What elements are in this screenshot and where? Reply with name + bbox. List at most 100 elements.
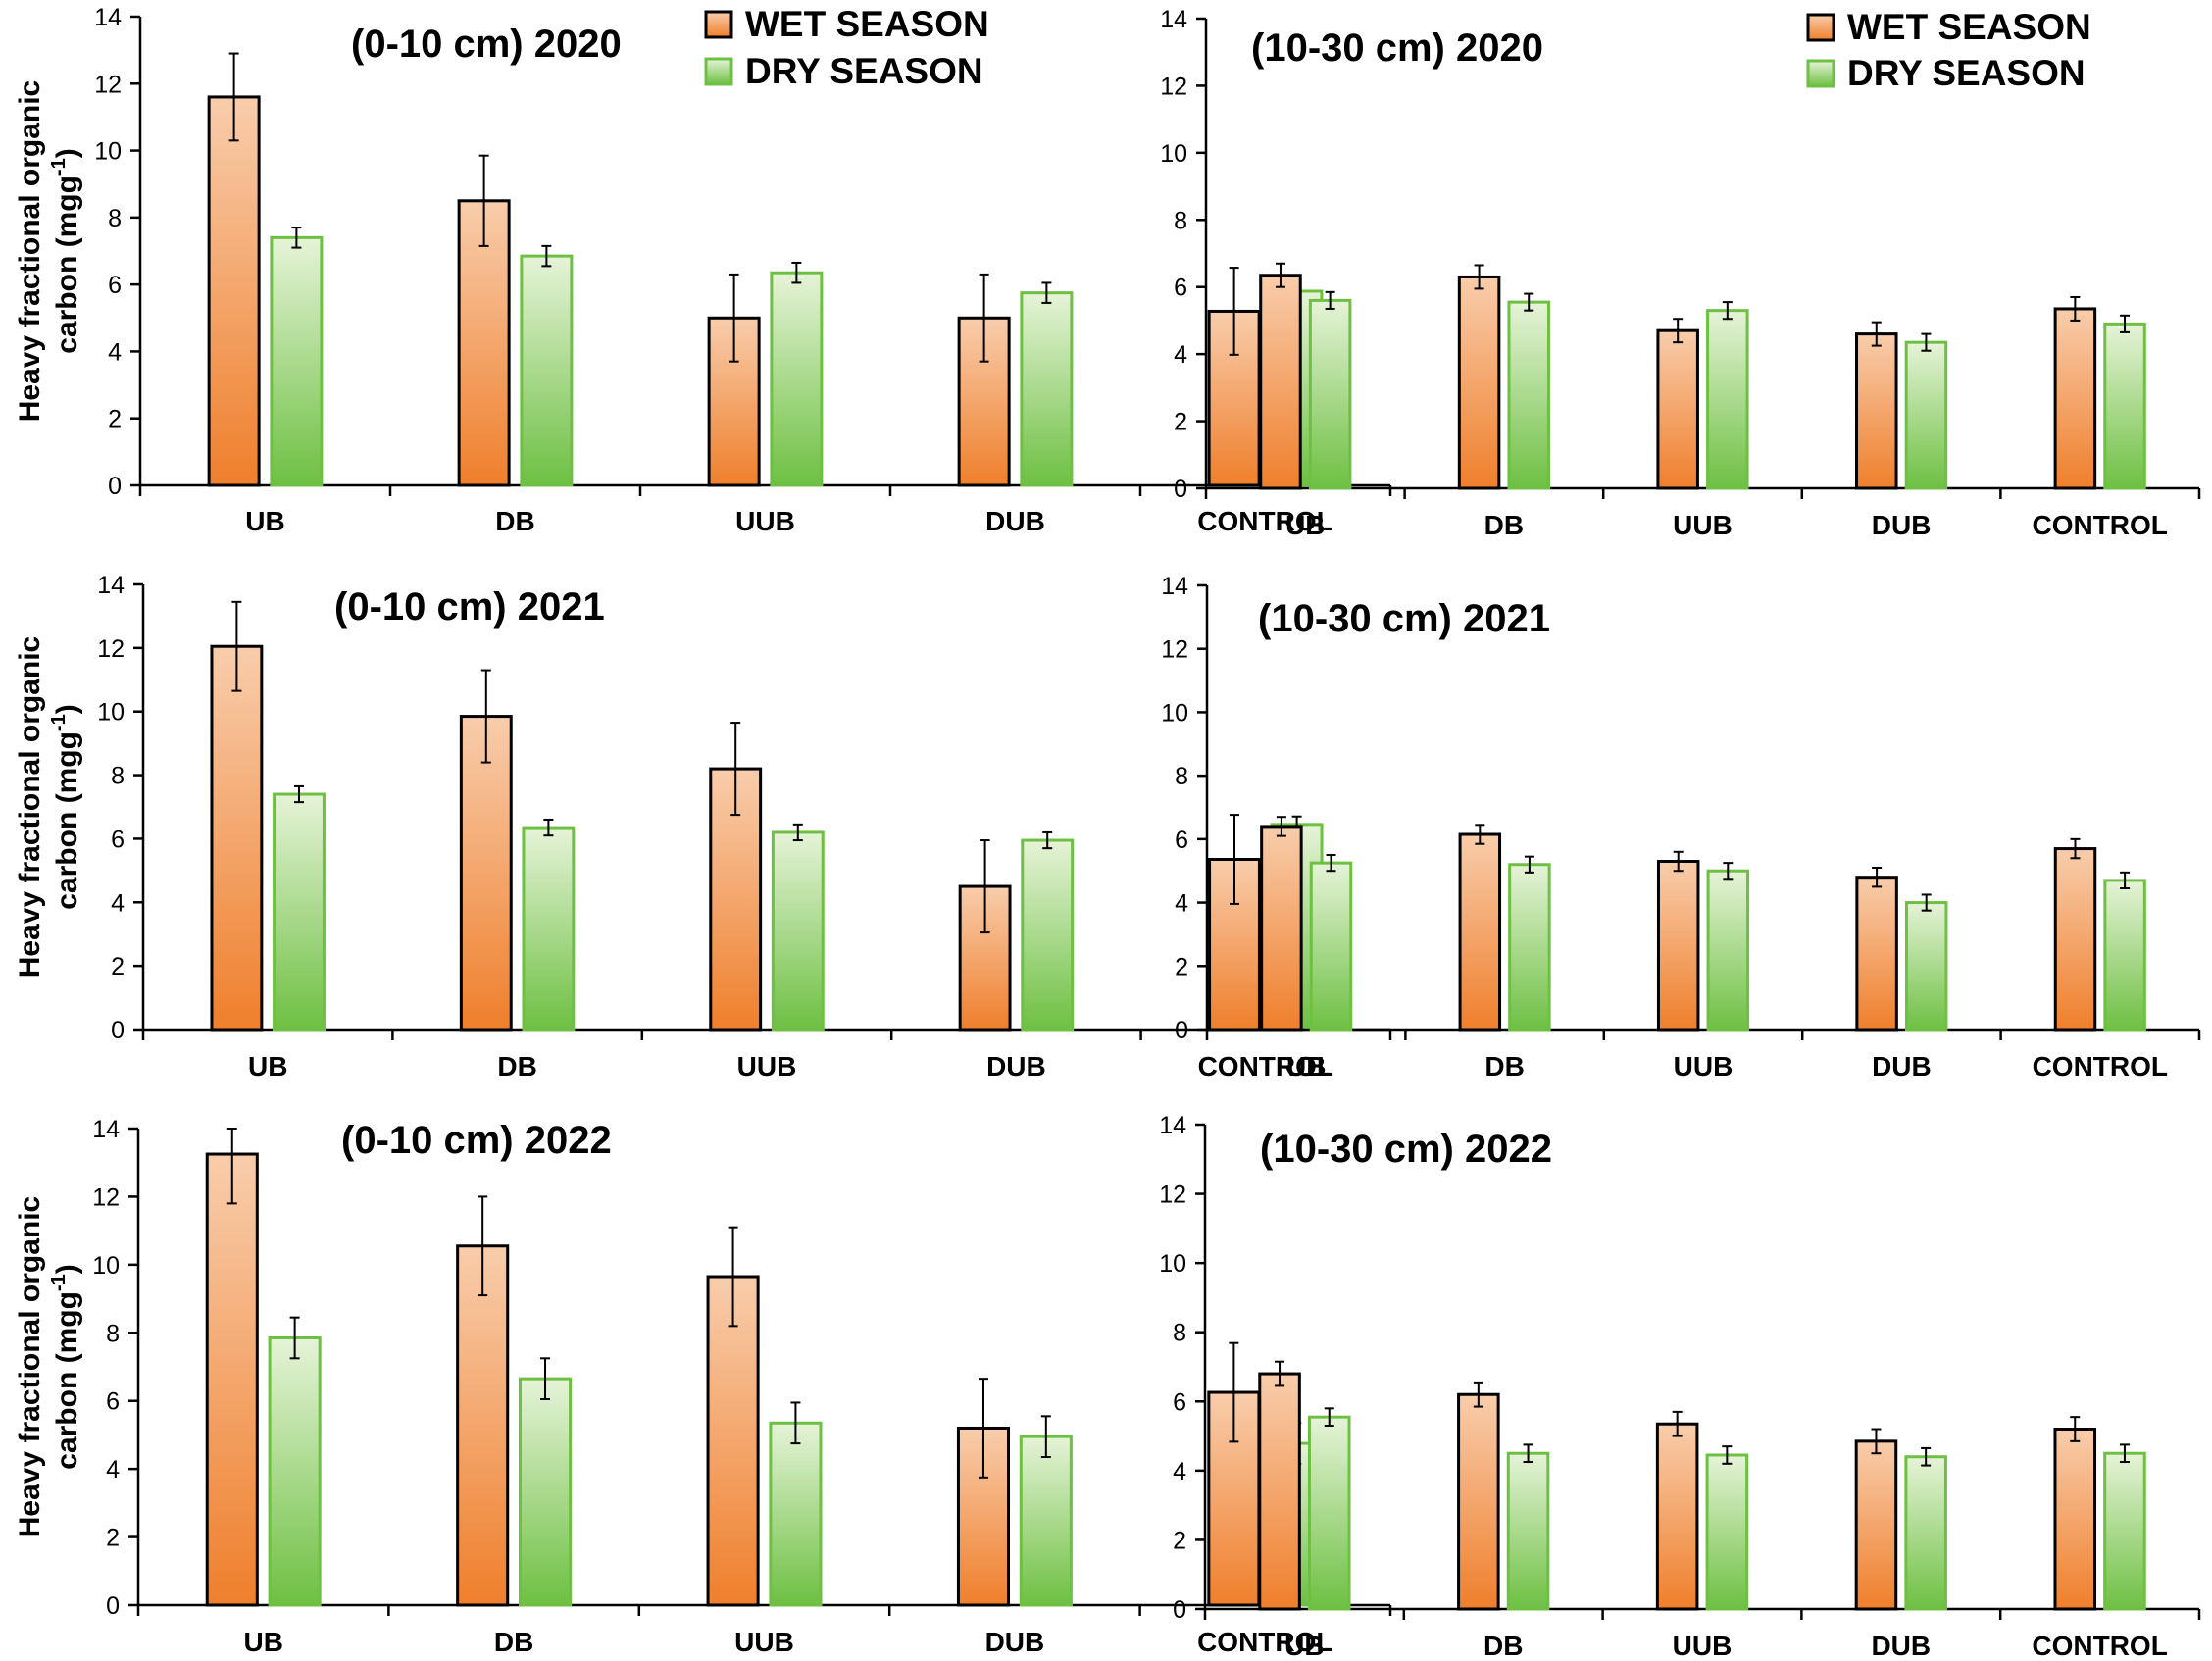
y-axis-label-superscript: -1 — [48, 714, 70, 731]
error-bar — [1229, 267, 1239, 356]
y-tick-label: 4 — [1174, 341, 1187, 369]
y-tick-label: 6 — [1175, 827, 1188, 854]
wet-season-bar-uub — [709, 767, 763, 1032]
category-label: UB — [1284, 1631, 1324, 1661]
y-tick-label: 12 — [97, 635, 125, 663]
error-bar — [792, 823, 803, 842]
y-axis-label-unit: carbon (mgg — [51, 731, 83, 910]
wet-season-bar-ub — [207, 95, 261, 487]
legend-label-dry: DRY SEASON — [745, 51, 983, 91]
y-tick-label: 0 — [106, 1592, 120, 1620]
chart-panel-p10_30_2022: 0 2 4 6 8 10 12 14 UB DB UUB DUB CONTROL (10-30 cm) 2… — [1159, 1112, 2201, 1661]
y-tick-label: 8 — [111, 763, 125, 790]
y-axis-label-unit: carbon (mgg — [51, 1291, 83, 1470]
legend: WET SEASON DRY SEASON — [1806, 7, 2091, 93]
y-tick-label: 12 — [1159, 1182, 1186, 1209]
y-tick-label: 6 — [1174, 275, 1187, 302]
dry-season-bar-dub — [1904, 340, 1948, 490]
error-bar — [1275, 1360, 1285, 1387]
dry-season-bar-ub — [1308, 298, 1352, 490]
category-label: CONTROL — [1198, 1051, 1333, 1082]
wet-season-bar-uub — [706, 1275, 760, 1607]
y-tick-label: 14 — [1161, 573, 1188, 600]
error-bar — [1040, 1415, 1051, 1458]
wet-season-bar-ub — [210, 644, 264, 1032]
dry-season-bar-dub — [1021, 838, 1075, 1032]
error-bar — [1722, 301, 1733, 321]
legend-label-wet: WET SEASON — [1847, 7, 2091, 47]
y-tick-label: 12 — [92, 1183, 120, 1211]
error-bar — [1523, 1443, 1533, 1464]
error-bar — [1524, 292, 1534, 312]
dry-season-bar-dub — [1019, 1434, 1073, 1607]
error-bar — [2119, 1443, 2130, 1464]
y-axis-label-close: ) — [51, 148, 83, 158]
dry-season-bar-control — [2103, 322, 2146, 490]
y-axis-label-line1: Heavy fractional organic — [14, 80, 46, 422]
error-bar — [1324, 1407, 1334, 1427]
dry-season-bar-control — [2103, 1451, 2146, 1611]
error-bar — [2070, 1416, 2081, 1442]
wet-season-bar-ub — [205, 1152, 259, 1607]
y-tick-label: 4 — [1173, 1458, 1186, 1485]
legend-swatch-dry — [704, 57, 733, 86]
dry-season-bar-dub — [1904, 1455, 1947, 1611]
dry-season-bar-uub — [771, 830, 825, 1032]
dry-season-bar-uub — [769, 1421, 823, 1607]
y-tick-label: 10 — [1161, 699, 1188, 727]
panel-title: (10-30 cm) 2021 — [1258, 597, 1550, 640]
error-bar — [226, 1128, 237, 1205]
error-bar — [1872, 866, 1883, 888]
error-bar — [1871, 1428, 1882, 1455]
error-bar — [1473, 1381, 1483, 1408]
category-label: UUB — [1673, 510, 1733, 540]
y-tick-label: 6 — [106, 1388, 120, 1416]
error-bar — [1921, 893, 1932, 912]
category-label: DB — [1483, 1631, 1523, 1661]
legend-swatch-wet — [704, 10, 733, 39]
wet-season-bar-dub — [956, 1426, 1011, 1607]
y-tick-label: 10 — [92, 1252, 120, 1280]
error-bar — [791, 261, 802, 284]
dry-season-bar-ub — [273, 792, 326, 1032]
y-tick-label: 2 — [106, 1525, 120, 1552]
panel-title: (0-10 cm) 2022 — [341, 1119, 612, 1162]
y-tick-label: 10 — [94, 138, 122, 166]
legend-swatch-dry — [1806, 59, 1835, 88]
category-label: CONTROL — [2033, 1051, 2168, 1082]
y-tick-label: 6 — [108, 272, 122, 299]
dry-season-bar-db — [1507, 300, 1550, 490]
wet-season-bar-db — [457, 199, 511, 487]
error-bar — [729, 273, 739, 363]
error-bar — [478, 154, 489, 247]
error-bar — [2120, 871, 2131, 890]
error-bar — [480, 669, 491, 764]
legend-label-dry: DRY SEASON — [1847, 53, 2086, 93]
category-label: DUB — [986, 1051, 1046, 1082]
error-bar — [2070, 837, 2081, 860]
error-bar — [1325, 290, 1335, 310]
error-bar — [1673, 850, 1684, 873]
category-label: CONTROL — [1197, 1627, 1332, 1657]
y-tick-label: 12 — [1161, 636, 1188, 664]
error-bar — [1921, 1446, 1932, 1467]
category-label: UUB — [734, 1627, 794, 1657]
y-axis-label-line2: carbon (mgg-1) — [48, 1264, 83, 1469]
dry-season-bar-uub — [1706, 869, 1750, 1032]
dry-season-bar-control — [2103, 879, 2146, 1032]
panel-title: (10-30 cm) 2022 — [1260, 1128, 1552, 1171]
wet-season-bar-db — [456, 1244, 510, 1607]
dry-season-bar-uub — [770, 271, 824, 487]
dry-season-bar-uub — [1705, 1453, 1749, 1611]
y-tick-label: 12 — [94, 71, 122, 98]
dry-season-bar-dub — [1904, 901, 1948, 1032]
category-label: UB — [248, 1051, 287, 1082]
category-label: DB — [494, 1627, 533, 1657]
category-label: CONTROL — [2032, 1631, 2167, 1661]
y-axis-label-line2: carbon (mgg-1) — [48, 704, 83, 909]
chart-panel-p10_30_2021: 0 2 4 6 8 10 12 14 UB DB UUB DUB CONTROL (10-30 cm) 2… — [1161, 573, 2201, 1082]
dry-season-bar-ub — [270, 235, 324, 487]
error-bar — [980, 839, 990, 934]
y-tick-label: 6 — [1173, 1388, 1186, 1416]
error-bar — [728, 1226, 738, 1328]
